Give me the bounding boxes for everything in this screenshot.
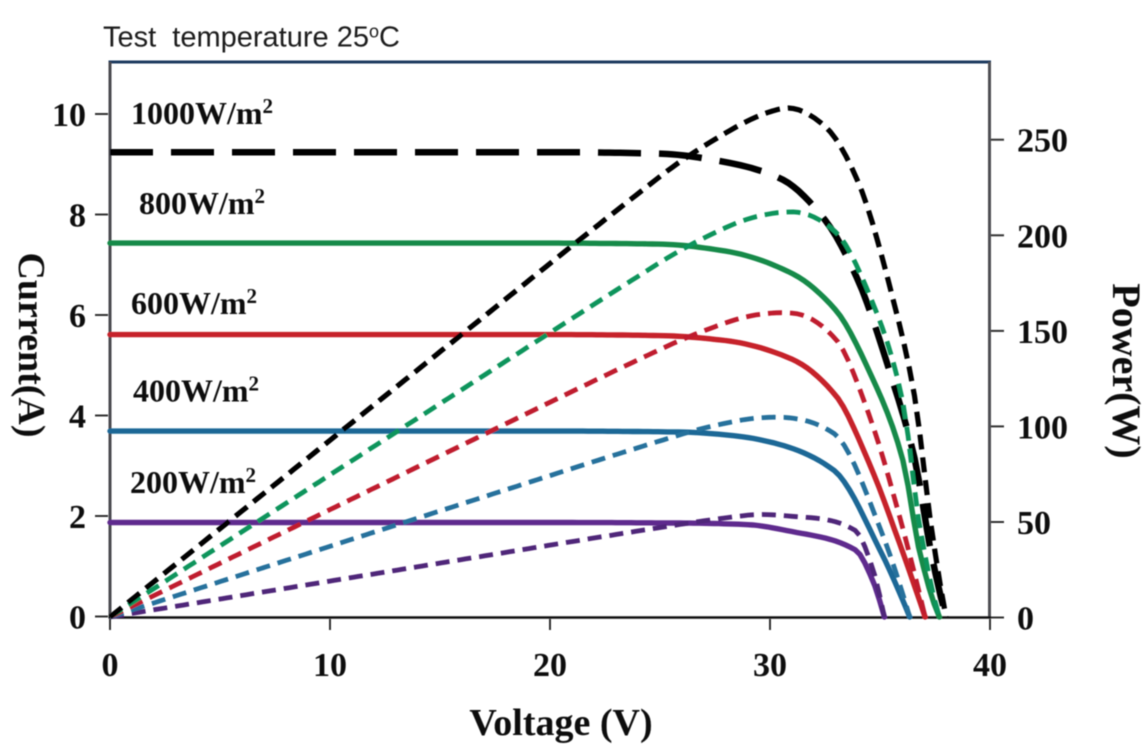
svg-text:200: 200: [1017, 218, 1068, 255]
svg-text:1000W/m2: 1000W/m2: [131, 94, 273, 131]
svg-text:100: 100: [1017, 409, 1068, 446]
svg-text:Voltage (V): Voltage (V): [469, 702, 652, 744]
svg-text:30: 30: [753, 647, 787, 684]
svg-text:10: 10: [313, 647, 347, 684]
svg-text:800W/m2: 800W/m2: [139, 184, 265, 221]
svg-text:250: 250: [1017, 123, 1068, 160]
svg-text:Power(W): Power(W): [1104, 283, 1147, 458]
svg-text:150: 150: [1017, 314, 1068, 351]
svg-text:4: 4: [69, 399, 86, 436]
svg-text:0: 0: [1017, 601, 1034, 638]
svg-text:8: 8: [69, 198, 86, 235]
svg-text:200W/m2: 200W/m2: [130, 463, 256, 500]
svg-text:50: 50: [1017, 505, 1051, 542]
svg-text:600W/m2: 600W/m2: [131, 284, 257, 321]
svg-text:0: 0: [69, 600, 86, 637]
svg-text:2: 2: [69, 499, 86, 536]
svg-text:10: 10: [52, 97, 86, 134]
svg-text:Test temperature 25oC: Test temperature 25oC: [103, 22, 400, 54]
svg-text:40: 40: [973, 647, 1007, 684]
svg-text:0: 0: [102, 647, 119, 684]
svg-text:6: 6: [69, 298, 86, 335]
svg-text:Current(A): Current(A): [10, 252, 52, 437]
svg-text:400W/m2: 400W/m2: [133, 372, 259, 409]
svg-text:20: 20: [533, 647, 567, 684]
